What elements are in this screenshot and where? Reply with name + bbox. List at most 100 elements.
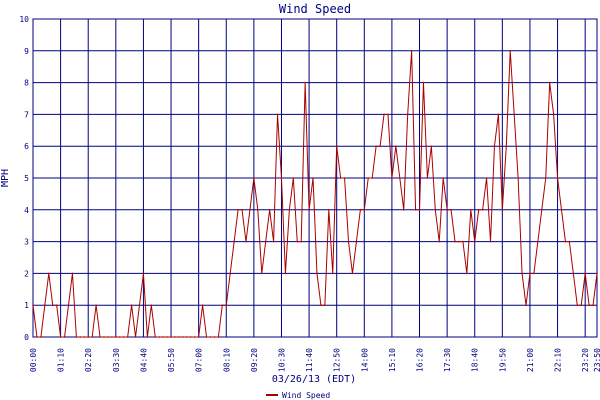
data-point xyxy=(517,177,519,179)
data-point xyxy=(296,240,299,243)
data-point xyxy=(320,304,322,307)
data-point xyxy=(544,177,547,179)
y-tick-label: 2 xyxy=(24,269,29,278)
data-point xyxy=(379,145,381,147)
data-point xyxy=(205,336,208,338)
grid xyxy=(32,18,598,338)
data-point xyxy=(331,272,334,275)
data-point xyxy=(146,336,149,338)
data-point xyxy=(115,336,117,338)
data-point xyxy=(493,145,496,147)
x-tick-label: 23:50 xyxy=(593,348,600,372)
data-point xyxy=(398,177,401,179)
data-point xyxy=(79,336,82,338)
data-point xyxy=(316,272,318,275)
legend: Wind Speed xyxy=(266,391,330,400)
data-point xyxy=(103,336,105,338)
x-tick-label: 16:20 xyxy=(416,348,425,372)
x-tick-label: 10:30 xyxy=(277,348,286,372)
data-point xyxy=(280,177,283,179)
data-point xyxy=(481,209,484,211)
data-point xyxy=(272,240,275,243)
data-point xyxy=(446,209,448,211)
data-point xyxy=(162,336,164,338)
data-point xyxy=(580,304,583,307)
data-point xyxy=(339,177,342,179)
data-point xyxy=(450,209,452,211)
data-point xyxy=(237,209,239,211)
data-point xyxy=(111,336,113,338)
x-tick-label: 00:00 xyxy=(29,348,38,372)
data-point xyxy=(473,240,476,243)
data-point xyxy=(438,240,441,243)
data-point xyxy=(324,304,326,307)
data-point xyxy=(462,240,464,243)
data-point xyxy=(335,145,338,147)
data-point xyxy=(182,336,184,338)
data-point xyxy=(355,240,358,243)
y-tick-label: 1 xyxy=(24,301,29,310)
data-point xyxy=(118,336,121,338)
chart-title: Wind Speed xyxy=(279,2,351,16)
data-point xyxy=(91,336,93,338)
data-point xyxy=(564,240,567,243)
data-point xyxy=(209,336,212,338)
x-tick-label: 22:10 xyxy=(554,348,563,372)
data-point xyxy=(170,336,172,338)
data-point xyxy=(257,209,259,211)
x-tick-label: 14:00 xyxy=(360,348,369,372)
data-point xyxy=(312,177,314,179)
data-point xyxy=(442,177,444,179)
x-tick-label: 08:10 xyxy=(222,348,231,372)
x-tick-label: 11:40 xyxy=(305,348,314,372)
data-point xyxy=(497,113,500,116)
data-point xyxy=(434,209,437,211)
data-point xyxy=(328,209,330,211)
data-point xyxy=(292,177,295,179)
x-tick-label: 17:30 xyxy=(443,348,452,372)
data-point xyxy=(51,304,54,307)
data-point xyxy=(276,113,279,116)
data-point xyxy=(371,177,373,179)
data-point xyxy=(241,209,243,211)
data-point xyxy=(268,209,271,211)
data-point xyxy=(201,304,204,307)
data-point xyxy=(47,272,50,275)
data-point xyxy=(359,209,362,211)
data-point xyxy=(410,50,413,52)
data-point xyxy=(233,240,235,243)
x-tick-label: 19:50 xyxy=(498,348,507,372)
data-point xyxy=(533,272,535,275)
data-point xyxy=(414,209,417,211)
x-tick-label: 15:10 xyxy=(388,348,397,372)
data-point xyxy=(44,304,46,307)
data-point xyxy=(548,81,551,84)
data-point xyxy=(556,177,559,179)
data-point xyxy=(552,113,555,116)
data-point xyxy=(422,81,425,84)
data-point xyxy=(584,272,586,275)
y-axis-label: MPH xyxy=(0,169,11,187)
y-tick-label: 6 xyxy=(24,142,29,151)
data-point xyxy=(537,240,539,243)
data-point xyxy=(63,336,66,338)
data-point xyxy=(572,272,575,275)
y-tick-label: 9 xyxy=(24,47,29,56)
data-point xyxy=(402,209,405,211)
data-point xyxy=(249,209,251,211)
data-point xyxy=(217,336,220,338)
data-point xyxy=(395,145,397,147)
data-point xyxy=(489,240,492,243)
data-point xyxy=(225,304,228,307)
data-point xyxy=(150,304,153,307)
series-layer xyxy=(32,50,598,338)
y-tick-label: 5 xyxy=(24,174,29,183)
y-tick-label: 7 xyxy=(24,110,29,119)
data-point xyxy=(418,209,421,211)
data-point xyxy=(264,240,267,243)
data-point xyxy=(288,209,291,211)
x-tick-label: 21:00 xyxy=(526,348,535,372)
data-point xyxy=(75,336,78,338)
data-point xyxy=(391,177,393,179)
data-point xyxy=(525,304,527,307)
